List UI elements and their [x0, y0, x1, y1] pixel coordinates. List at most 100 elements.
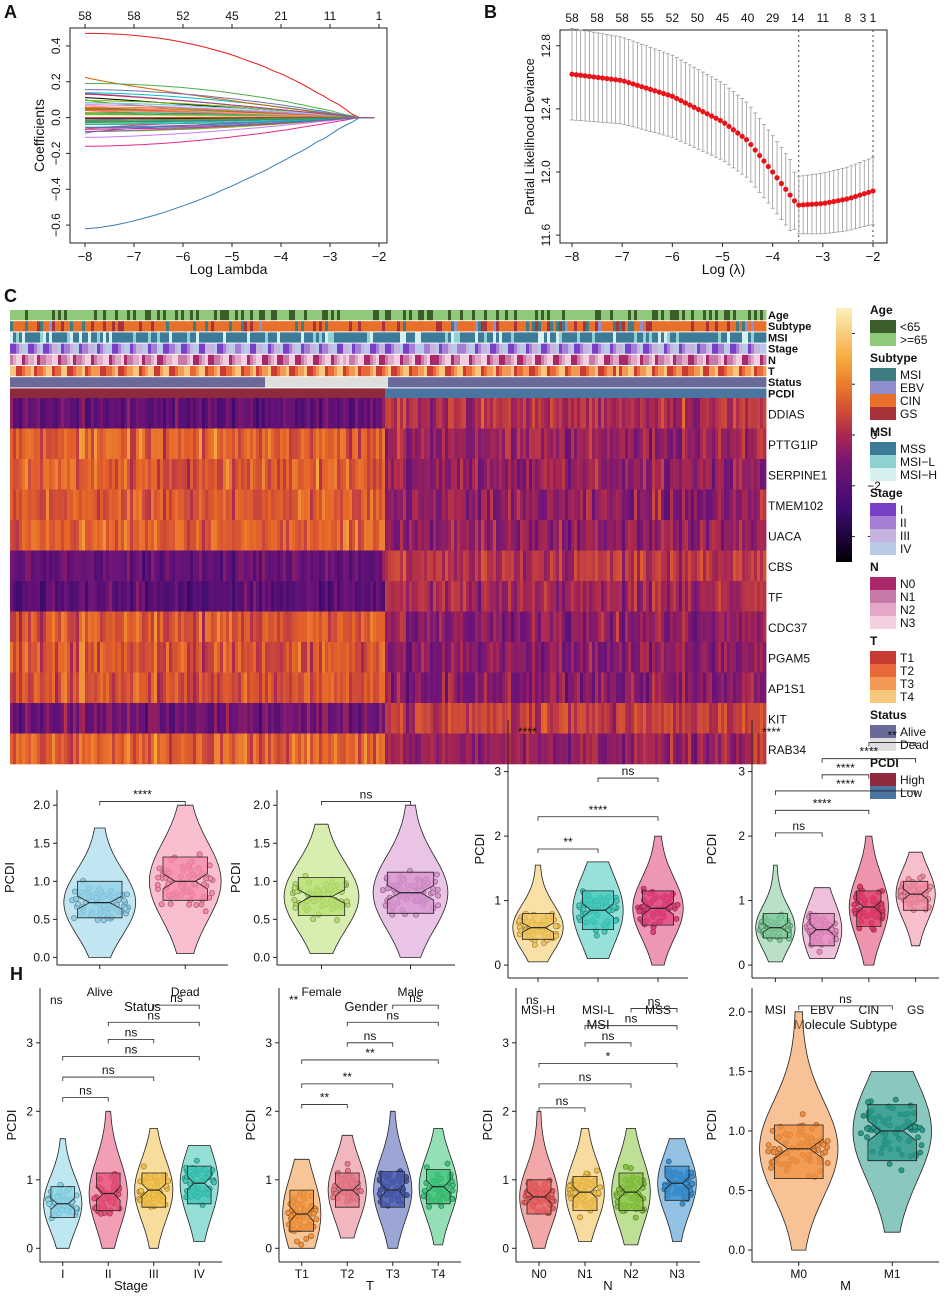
heatmap-cell — [286, 581, 289, 612]
annotation-cell — [31, 310, 34, 320]
heatmap-cell — [544, 520, 547, 551]
heatmap-cell — [520, 490, 523, 521]
heatmap-cell — [520, 459, 523, 490]
heatmap-cell — [487, 551, 490, 582]
annotation-cell — [703, 344, 706, 354]
heatmap-cell — [664, 673, 667, 704]
annotation-cell — [124, 332, 127, 342]
annotation-cell — [535, 388, 538, 398]
annotation-cell — [469, 377, 472, 387]
heatmap-cell — [736, 398, 739, 429]
heatmap-cell — [553, 673, 556, 704]
heatmap-cell — [223, 398, 226, 429]
heatmap-cell — [751, 612, 754, 643]
annotation-cell — [148, 388, 151, 398]
annotation-cell — [601, 332, 604, 342]
heatmap-cell — [280, 459, 283, 490]
annotation-cell — [259, 310, 262, 320]
heatmap-cell — [685, 520, 688, 551]
annotation-cell — [205, 310, 208, 320]
heatmap-cell — [757, 398, 760, 429]
heatmap-cell — [427, 429, 430, 460]
heatmap-cell — [523, 429, 526, 460]
heatmap-cell — [694, 612, 697, 643]
annotation-cell — [214, 344, 217, 354]
annotation-cell — [631, 355, 634, 365]
heatmap-cell — [520, 642, 523, 673]
heatmap-cell — [25, 612, 28, 643]
annotation-cell — [685, 310, 688, 320]
heatmap-cell — [424, 459, 427, 490]
annotation-cell — [235, 366, 238, 376]
annotation-cell — [700, 344, 703, 354]
heatmap-cell — [496, 581, 499, 612]
heatmap-cell — [730, 398, 733, 429]
annotation-cell — [73, 344, 76, 354]
heatmap-cell — [145, 398, 148, 429]
heatmap-cell — [553, 429, 556, 460]
heatmap-cell — [424, 581, 427, 612]
heatmap-cell — [436, 673, 439, 704]
heatmap-cell — [397, 398, 400, 429]
annotation-cell — [31, 332, 34, 342]
heatmap-cell — [88, 581, 91, 612]
heatmap-cell — [652, 520, 655, 551]
annotation-cell — [577, 388, 580, 398]
heatmap-cell — [649, 642, 652, 673]
heatmap-cell — [226, 490, 229, 521]
heatmap-cell — [358, 551, 361, 582]
annotation-cell — [436, 332, 439, 342]
heatmap-cell — [313, 490, 316, 521]
heatmap-cell — [634, 429, 637, 460]
heatmap-cell — [352, 673, 355, 704]
heatmap-cell — [325, 551, 328, 582]
heatmap-cell — [73, 398, 76, 429]
annotation-cell — [469, 366, 472, 376]
annotation-cell — [19, 310, 22, 320]
annotation-cell — [58, 388, 61, 398]
heatmap-cell — [358, 520, 361, 551]
heatmap-cell — [652, 459, 655, 490]
y-tick-label: 0.2 — [49, 73, 63, 90]
heatmap-cell — [412, 398, 415, 429]
heatmap-cell — [310, 642, 313, 673]
annotation-cell — [127, 321, 130, 331]
heatmap-cell — [178, 551, 181, 582]
annotation-cell — [397, 355, 400, 365]
heatmap-cell — [292, 459, 295, 490]
annotation-cell — [163, 344, 166, 354]
annotation-cell — [472, 344, 475, 354]
heatmap-cell — [199, 581, 202, 612]
annotation-cell — [532, 344, 535, 354]
annotation-cell — [130, 366, 133, 376]
annotation-cell — [145, 344, 148, 354]
heatmap-cell — [115, 520, 118, 551]
annotation-cell — [91, 366, 94, 376]
heatmap-cell — [532, 551, 535, 582]
heatmap-cell — [490, 429, 493, 460]
heatmap-cell — [700, 551, 703, 582]
heatmap-cell — [253, 459, 256, 490]
heatmap-cell — [55, 398, 58, 429]
annotation-cell — [598, 388, 601, 398]
annotation-cell — [166, 355, 169, 365]
heatmap-cell — [763, 581, 766, 612]
annotation-cell — [298, 344, 301, 354]
heatmap-cell — [556, 673, 559, 704]
heatmap-cell — [70, 551, 73, 582]
heatmap-cell — [415, 551, 418, 582]
heatmap-cell — [748, 551, 751, 582]
heatmap-cell — [358, 490, 361, 521]
heatmap-cell — [757, 459, 760, 490]
annotation-cell — [184, 388, 187, 398]
heatmap-cell — [154, 490, 157, 521]
annotation-cell — [676, 388, 679, 398]
heatmap-cell — [145, 429, 148, 460]
annotation-cell — [748, 388, 751, 398]
heatmap-cell — [100, 429, 103, 460]
annotation-cell — [679, 366, 682, 376]
heatmap-cell — [64, 551, 67, 582]
heatmap-cell — [142, 459, 145, 490]
annotation-cell — [211, 366, 214, 376]
heatmap-cell — [46, 429, 49, 460]
